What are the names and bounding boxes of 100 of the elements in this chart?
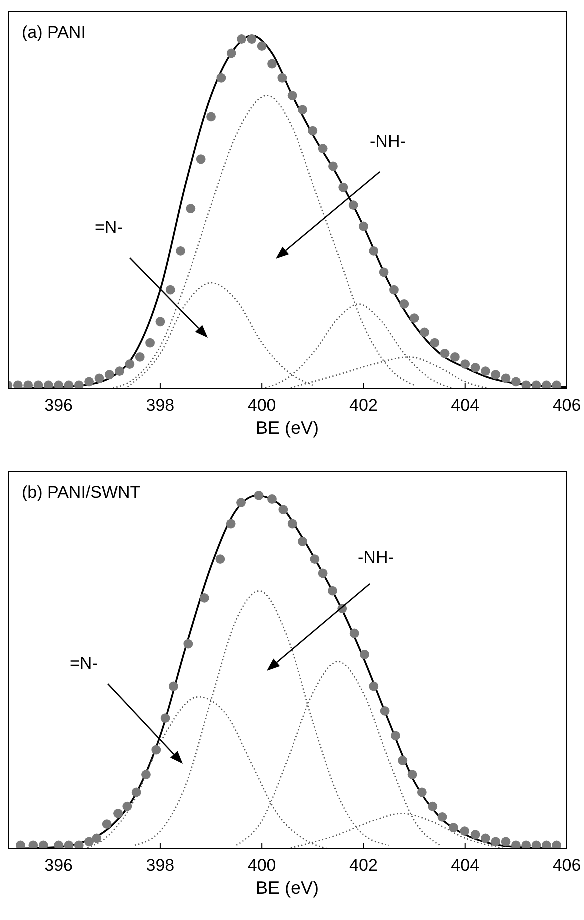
point [440,348,450,358]
point [186,204,196,214]
point [44,380,54,389]
chart-title: (a) PANI [22,23,86,43]
point [54,380,64,389]
point [236,498,246,508]
x-tick-label: 404 [451,856,480,876]
point [64,380,74,389]
point [115,366,124,376]
point [328,162,338,172]
point [369,246,379,256]
point [54,840,64,849]
point [532,840,542,849]
x-axis-title: BE (eV) [256,418,320,438]
point [542,840,552,849]
point [206,112,216,122]
point [298,536,308,546]
point [501,374,511,384]
chart-title: (b) PANI/SWNT [22,483,141,503]
point [348,200,358,210]
point [532,380,542,389]
point [460,826,470,836]
point [196,154,206,164]
point [237,34,246,44]
point [430,338,440,348]
point [380,706,390,716]
point [132,788,142,798]
point [84,837,94,847]
point [369,682,379,692]
point [470,830,480,840]
point [254,491,264,500]
point [511,377,521,387]
x-axis-title: BE (eV) [256,878,320,898]
point [74,380,84,389]
annotation: =N- [95,218,123,238]
point [122,802,132,812]
point [552,380,562,389]
point [278,73,288,83]
point [350,628,360,638]
x-tick-label: 404 [451,396,480,416]
point [408,770,418,780]
x-tick-label: 406 [552,856,582,876]
point [216,73,226,83]
point [480,834,490,844]
point [360,650,370,660]
point [74,840,84,849]
point [216,554,226,564]
point [28,840,38,849]
point [310,554,320,564]
annotation: -NH- [370,132,406,152]
point [257,42,267,52]
point [450,352,460,362]
annotation: =N- [70,654,98,674]
point [156,317,166,327]
point [398,756,408,766]
point [135,352,145,362]
x-tick-label: 402 [350,396,378,416]
point [288,91,298,100]
point [146,338,155,348]
point [491,370,501,380]
point [24,380,34,389]
point [94,374,104,384]
point [338,182,348,192]
point [268,59,277,69]
point [428,802,438,812]
point [522,840,532,849]
point [298,105,308,115]
point [391,731,400,741]
point [491,837,501,847]
x-tick-label: 396 [44,856,74,876]
point [160,714,170,723]
x-tick-label: 398 [146,396,175,416]
point [288,519,298,529]
point [420,328,430,338]
x-tick-label: 406 [552,396,582,416]
point [34,380,44,389]
point [460,360,470,369]
x-tick-label: 398 [146,856,175,876]
point [184,639,194,649]
point [104,370,114,380]
point [379,268,389,278]
point [438,812,448,822]
point [511,840,521,849]
point [102,820,112,829]
point [38,840,48,849]
x-tick-label: 402 [350,856,378,876]
point [552,840,562,849]
point [16,840,26,849]
point [142,770,151,780]
x-tick-label: 396 [44,396,74,416]
point [318,568,328,578]
point [522,380,532,389]
point [501,837,511,847]
point [278,505,288,515]
x-tick-label: 400 [248,856,276,876]
point [542,380,552,389]
point [114,808,123,818]
point [390,285,399,295]
point [470,363,480,373]
point [226,519,236,529]
